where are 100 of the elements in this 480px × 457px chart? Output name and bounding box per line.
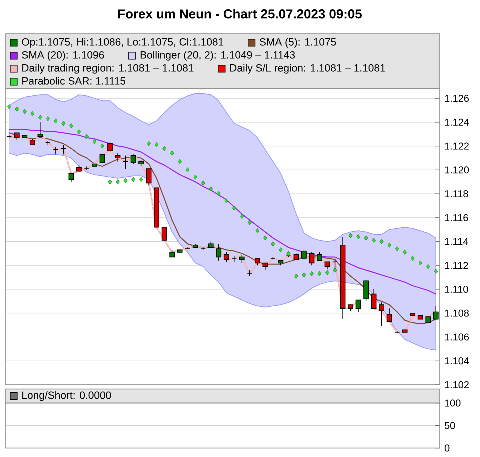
y-tick-label: 1.104: [445, 358, 470, 365]
y-tick-label: 1.112: [445, 262, 468, 270]
y-tick-label: 1.106: [445, 334, 470, 341]
point: [132, 177, 136, 182]
point: [62, 121, 66, 126]
candlestick: [38, 122, 44, 138]
candlestick: [130, 154, 136, 165]
point: [22, 109, 27, 114]
y-tick-label: 1.118: [445, 190, 468, 198]
candlestick: [224, 252, 230, 262]
y-tick-label: 0: [444, 444, 450, 452]
y-tick-label: 1.120: [445, 166, 470, 174]
legend-label: Daily S/L region: 1.1081 – 1.1081: [230, 64, 386, 74]
point: [380, 239, 384, 244]
point: [154, 142, 159, 148]
candlestick: [115, 153, 121, 162]
legend-label: SMA (20): 1.1096: [22, 51, 104, 61]
point: [388, 242, 392, 248]
point: [92, 139, 97, 144]
point: [30, 112, 35, 117]
point: [216, 192, 221, 197]
y-tick-label: 1.116: [445, 214, 468, 222]
point: [46, 116, 50, 122]
point: [426, 264, 430, 270]
point: [356, 234, 360, 240]
point: [294, 274, 298, 279]
point: [264, 236, 268, 241]
point: [124, 178, 128, 184]
y-tick-label: 1.110: [445, 286, 468, 294]
point: [77, 129, 82, 134]
point: [333, 268, 338, 273]
point: [232, 206, 236, 211]
y-tick-label: 1.114: [445, 238, 468, 246]
point: [326, 270, 330, 276]
chart-title: Forex um Neun - Chart 25.07.2023 09:05: [118, 9, 362, 19]
y-tick-label: 100: [445, 400, 461, 407]
point: [170, 150, 174, 156]
candlestick: [61, 144, 66, 155]
point: [194, 174, 198, 180]
y-tick-label: 1.102: [445, 381, 469, 389]
candlestick: [53, 147, 59, 155]
candlestick: [302, 250, 307, 260]
point: [209, 186, 214, 192]
point: [162, 146, 166, 152]
candlestick: [379, 302, 384, 327]
point: [286, 251, 291, 256]
point: [240, 214, 244, 220]
point: [116, 180, 120, 185]
y-tick-label: 1.124: [445, 118, 470, 126]
point: [85, 134, 89, 140]
legend-label: Parabolic SAR: 1.1115: [22, 77, 126, 85]
candlestick: [247, 270, 253, 277]
y-tick-label: 1.108: [445, 310, 470, 317]
candlestick: [309, 252, 315, 266]
legend-label: Daily trading region: 1.1081 – 1.1081: [22, 64, 194, 74]
point: [38, 115, 42, 120]
y-tick-label: 1.126: [445, 95, 470, 102]
legend-label: SMA (5): 1.1075: [260, 38, 336, 48]
candlestick: [123, 155, 128, 170]
legend-label: Long/Short: 0.0000: [22, 391, 112, 402]
point: [310, 271, 314, 276]
y-tick-label: 50: [444, 422, 456, 430]
legend-label: Op:1.1075, Hi:1.1086, Lo:1.1075, Cl:1.1081: [22, 38, 224, 48]
legend-label: Bollinger (20, 2): 1.1049 – 1.1143: [140, 51, 296, 61]
candlestick: [364, 280, 369, 302]
point: [100, 144, 104, 149]
point: [318, 271, 322, 276]
point: [279, 248, 283, 253]
point: [395, 246, 400, 252]
point: [271, 242, 276, 247]
point: [108, 180, 112, 185]
candlestick: [356, 300, 362, 313]
point: [302, 272, 306, 278]
point: [410, 256, 415, 261]
point: [54, 118, 58, 124]
candlestick: [433, 306, 439, 320]
point: [186, 168, 190, 173]
point: [403, 250, 408, 255]
point: [201, 180, 206, 186]
point: [70, 123, 74, 128]
candlestick: [386, 308, 392, 322]
point: [418, 260, 423, 266]
point: [147, 141, 151, 146]
point: [178, 159, 182, 164]
point: [7, 104, 12, 110]
point: [364, 236, 368, 241]
point: [434, 269, 438, 274]
candlestick: [371, 289, 377, 309]
point: [248, 220, 252, 226]
point: [372, 238, 376, 244]
point: [348, 233, 353, 238]
candlestick: [216, 244, 222, 262]
point: [139, 177, 144, 182]
point: [15, 106, 20, 112]
point: [224, 198, 229, 204]
point: [256, 228, 260, 234]
y-tick-label: 1.122: [445, 142, 469, 150]
candlestick: [84, 166, 90, 170]
candlestick: [162, 227, 168, 241]
candlestick: [146, 168, 152, 186]
